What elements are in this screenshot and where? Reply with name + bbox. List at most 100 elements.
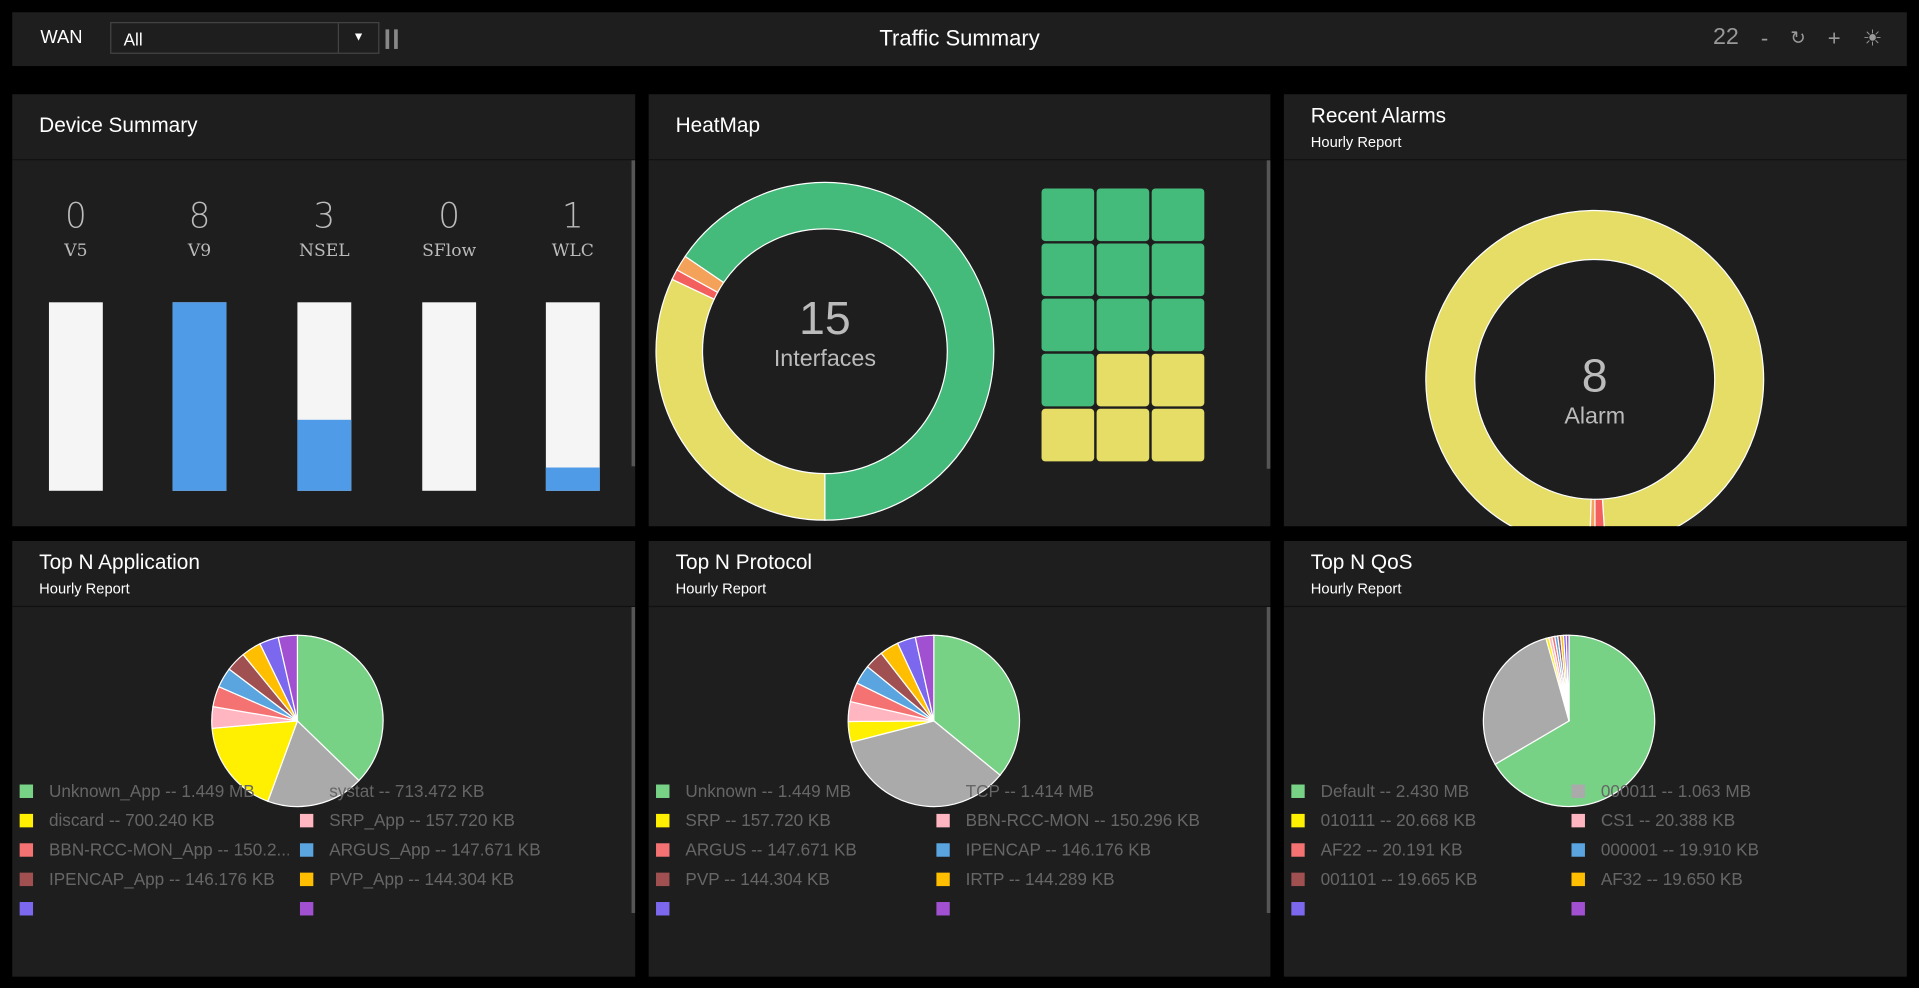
- heatmap-cell-green[interactable]: [1041, 353, 1095, 407]
- legend-item[interactable]: discard -- 700.240 KB: [19, 810, 289, 830]
- pie-slice[interactable]: [277, 634, 299, 722]
- legend-item[interactable]: [19, 898, 289, 918]
- pie-slice[interactable]: [1565, 634, 1570, 721]
- decrease-button[interactable]: -: [1760, 25, 1769, 50]
- theme-toggle-icon[interactable]: ☀: [1862, 25, 1883, 50]
- device-type-sflow[interactable]: 0 SFlow: [412, 196, 485, 261]
- legend-item[interactable]: IRTP -- 144.289 KB: [936, 869, 1205, 889]
- refresh-icon[interactable]: ↻: [1790, 28, 1806, 49]
- legend-item[interactable]: CS1 -- 20.388 KB: [1571, 810, 1840, 830]
- legend-swatch: [1291, 843, 1305, 857]
- legend-item[interactable]: systat -- 713.472 KB: [299, 781, 569, 800]
- device-type-v5[interactable]: 0 V5: [39, 196, 112, 261]
- device-count: 1: [561, 195, 584, 237]
- heatmap-cell-green[interactable]: [1041, 188, 1095, 242]
- legend-item[interactable]: 000011 -- 1.063 MB: [1571, 780, 1840, 801]
- device-bar[interactable]: [48, 302, 103, 491]
- heatmap-cell-yellow[interactable]: [1151, 408, 1205, 462]
- legend-label: SRP_App -- 157.720 KB: [329, 810, 515, 830]
- pie-slice[interactable]: [296, 634, 384, 782]
- legend-item[interactable]: BBN-RCC-MON -- 150.296 KB: [936, 810, 1205, 830]
- device-type-nsel[interactable]: 3 NSEL: [288, 196, 361, 261]
- heatmap-cell-yellow[interactable]: [1041, 408, 1095, 462]
- legend-item[interactable]: Unknown_App -- 1.449 MB: [19, 781, 289, 800]
- legend-label: AF22 -- 20.191 KB: [1320, 839, 1463, 860]
- legend-swatch: [1571, 872, 1585, 887]
- legend-item[interactable]: TCP -- 1.414 MB: [936, 781, 1205, 800]
- scrollbar[interactable]: [1266, 160, 1271, 469]
- heatmap-cell-green[interactable]: [1041, 298, 1095, 352]
- heatmap-cell-green[interactable]: [1151, 188, 1205, 242]
- device-type-label: WLC: [551, 241, 594, 261]
- pause-icon[interactable]: [385, 29, 401, 49]
- device-bar[interactable]: [172, 302, 227, 491]
- heatmap-cell-green[interactable]: [1151, 243, 1205, 297]
- pie-slice[interactable]: [914, 634, 935, 722]
- pie-slice[interactable]: [1494, 634, 1656, 808]
- device-bar[interactable]: [422, 302, 477, 491]
- heatmap-segment-yellow[interactable]: [655, 278, 826, 521]
- legend-item[interactable]: AF32 -- 19.650 KB: [1571, 869, 1840, 889]
- legend-item[interactable]: ARGUS -- 147.671 KB: [656, 840, 925, 859]
- legend-label: 001101 -- 19.665 KB: [1320, 868, 1478, 889]
- heatmap-cell-green[interactable]: [1151, 298, 1205, 352]
- device-type-wlc[interactable]: 1 WLC: [536, 196, 609, 261]
- heatmap-cell-yellow[interactable]: [1151, 353, 1205, 407]
- scrollbar[interactable]: [1266, 607, 1271, 914]
- pie-slice[interactable]: [933, 634, 1021, 777]
- legend-item[interactable]: 000001 -- 19.910 KB: [1571, 840, 1840, 859]
- legend-swatch: [1291, 813, 1305, 828]
- alarm-segment-major[interactable]: [1589, 498, 1596, 527]
- legend-item[interactable]: PVP -- 144.304 KB: [656, 869, 925, 889]
- scrollbar[interactable]: [631, 160, 636, 467]
- pie-slice[interactable]: [211, 720, 299, 803]
- legend-item[interactable]: IPENCAP_App -- 146.176 KB: [19, 869, 289, 889]
- legend-item[interactable]: [1571, 898, 1840, 918]
- pie-slice[interactable]: [1482, 637, 1570, 766]
- top-n-application-panel: Top N Application Hourly Report Unknown_Ap…: [12, 540, 636, 977]
- legend-item[interactable]: Unknown -- 1.449 MB: [656, 781, 925, 800]
- legend-item[interactable]: Default -- 2.430 MB: [1291, 781, 1560, 800]
- alarm-count: 8: [1581, 351, 1608, 403]
- pie-chart: [1482, 634, 1656, 808]
- legend-item[interactable]: 001101 -- 19.665 KB: [1291, 869, 1560, 889]
- legend-label: IRTP -- 144.289 KB: [965, 868, 1115, 889]
- scrollbar[interactable]: [631, 607, 636, 914]
- legend-item[interactable]: [299, 898, 569, 918]
- legend-item[interactable]: SRP_App -- 157.720 KB: [299, 810, 569, 830]
- legend-item[interactable]: [1291, 898, 1560, 918]
- alarm-segment-warning[interactable]: [1425, 209, 1765, 527]
- device-count: 0: [438, 195, 461, 237]
- legend-label: 000011 -- 1.063 MB: [1600, 780, 1752, 801]
- legend-item[interactable]: AF22 -- 20.191 KB: [1291, 839, 1560, 860]
- wan-filter-select[interactable]: All ▼: [110, 22, 380, 54]
- heatmap-segment-green[interactable]: [684, 181, 995, 521]
- legend-swatch: [1571, 813, 1585, 828]
- legend-label: BBN-RCC-MON -- 150.296 KB: [965, 810, 1200, 830]
- pie-slice[interactable]: [850, 720, 1001, 808]
- chevron-down-icon[interactable]: ▼: [337, 23, 378, 53]
- heatmap-cell-yellow[interactable]: [1096, 408, 1150, 462]
- legend-label: discard -- 700.240 KB: [48, 810, 215, 830]
- heatmap-cell-green[interactable]: [1041, 243, 1095, 297]
- pie-chart: [847, 634, 1021, 808]
- device-bar[interactable]: [297, 302, 352, 491]
- heatmap-cell-green[interactable]: [1096, 188, 1150, 242]
- heatmap-cell-green[interactable]: [1096, 243, 1150, 297]
- heatmap-cell-yellow[interactable]: [1096, 353, 1150, 407]
- legend-item[interactable]: ARGUS_App -- 147.671 KB: [299, 840, 569, 859]
- legend-item[interactable]: 010111 -- 20.668 KB: [1291, 810, 1560, 830]
- legend-item[interactable]: PVP_App -- 144.304 KB: [299, 869, 569, 889]
- heatmap-cell-green[interactable]: [1096, 298, 1150, 352]
- legend-swatch: [656, 872, 670, 887]
- panel-title: Device Summary: [39, 113, 198, 138]
- device-type-v9[interactable]: 8 V9: [163, 196, 236, 261]
- legend-item[interactable]: SRP -- 157.720 KB: [656, 810, 925, 830]
- legend-item[interactable]: [656, 898, 925, 918]
- increase-button[interactable]: +: [1827, 25, 1841, 50]
- pie-slice[interactable]: [267, 719, 360, 808]
- device-bar[interactable]: [545, 302, 600, 491]
- legend-item[interactable]: BBN-RCC-MON_App -- 150.2...: [19, 840, 289, 859]
- legend-item[interactable]: [936, 898, 1205, 918]
- legend-item[interactable]: IPENCAP -- 146.176 KB: [936, 840, 1205, 859]
